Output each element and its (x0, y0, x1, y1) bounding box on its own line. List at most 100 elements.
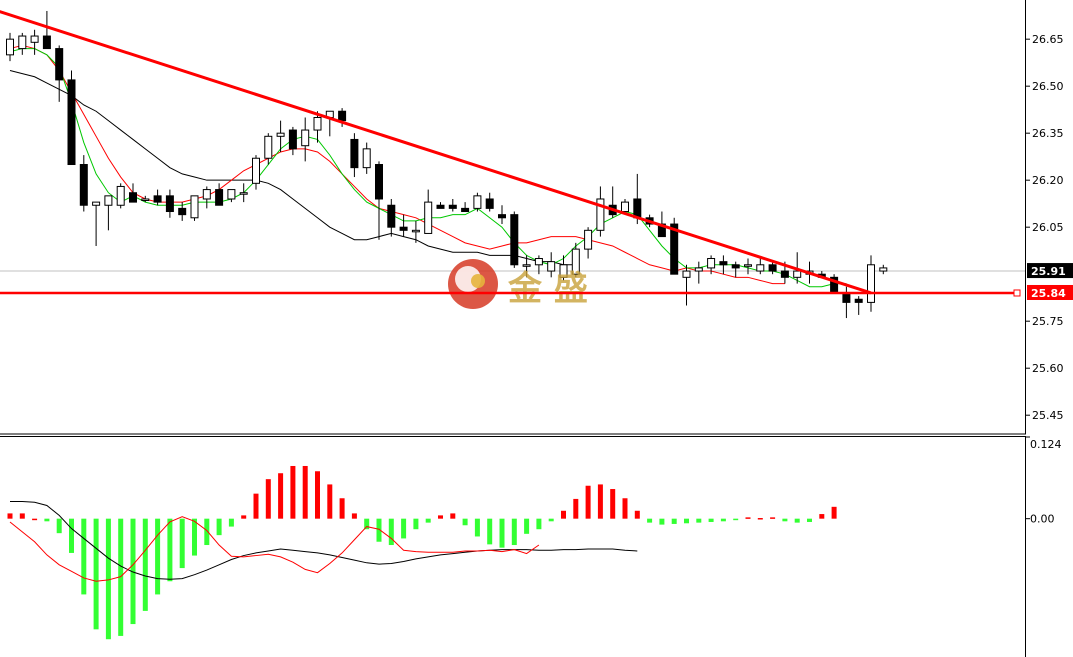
price-tick-label: 26.65 (1032, 33, 1064, 46)
macd-bar (425, 518, 431, 523)
candle-body (719, 261, 728, 266)
panel-separator (0, 433, 1026, 437)
macd-bar (228, 518, 234, 527)
support-line-handle (1013, 289, 1021, 297)
candle-body (473, 195, 482, 209)
watermark: 金 盛 (448, 259, 588, 309)
macd-bar (831, 506, 837, 519)
candle-body (375, 164, 383, 200)
macd-bar (794, 518, 800, 523)
candle-body (18, 35, 27, 50)
macd-bar (401, 518, 407, 539)
macd-bar (265, 479, 271, 519)
candle-body (252, 157, 260, 184)
candle-body (301, 129, 310, 147)
candle-body (571, 248, 580, 275)
candle-body (92, 201, 101, 206)
macd-bar (351, 513, 357, 519)
macd-bar (782, 518, 788, 522)
macd-bar (118, 518, 124, 636)
macd-bar (339, 498, 345, 519)
macd-tick-label: 0.00 (1030, 513, 1055, 526)
candle-body (584, 229, 593, 250)
candle-body (448, 204, 457, 209)
candle-body (116, 185, 125, 206)
candle-body (104, 195, 113, 206)
candle-body (547, 261, 556, 272)
candle-body (313, 117, 322, 131)
watermark-text: 金 盛 (507, 269, 588, 309)
macd-bar (278, 473, 284, 519)
candle-body (288, 129, 297, 150)
candle-body (264, 135, 273, 159)
candle-body (215, 189, 224, 206)
macd-bar (216, 518, 222, 536)
macd-bar (720, 518, 726, 522)
macd-bar (253, 493, 259, 519)
candle-body (399, 226, 408, 231)
candle-body (141, 198, 150, 201)
macd-bar (105, 518, 111, 640)
macd-bar (56, 518, 62, 534)
macd-bar (585, 485, 591, 519)
macd-bar (524, 518, 530, 534)
macd-bar (462, 518, 468, 526)
macd-bar (634, 510, 640, 519)
candle-body (522, 264, 531, 267)
candle-body (30, 35, 39, 43)
candle-body (129, 192, 137, 203)
macd-bar (770, 517, 776, 519)
candle-body (202, 189, 211, 200)
macd-bar (499, 518, 505, 548)
candle-body (621, 201, 629, 213)
candle-body (227, 189, 236, 200)
current-price-tag-bg (1027, 263, 1073, 279)
macd-bar (7, 513, 13, 519)
macd-bar (696, 518, 702, 523)
candle-body (55, 48, 64, 81)
macd-bar (241, 515, 247, 519)
macd-bar (155, 518, 161, 595)
price-tick-label: 26.35 (1032, 127, 1064, 140)
candle-body (411, 229, 420, 233)
macd-bar (44, 518, 50, 522)
price-tick-label: 26.20 (1032, 174, 1064, 187)
ma-slow-path (9, 70, 576, 266)
candle-body (79, 164, 88, 206)
macd-bar (671, 518, 677, 524)
price-tick-label: 26.50 (1032, 80, 1064, 93)
macd-bar (733, 518, 739, 521)
candle-body (707, 258, 716, 269)
macd-bar (290, 465, 296, 519)
candle-body (633, 198, 642, 219)
macd-bar (708, 518, 714, 522)
candle-body (153, 195, 162, 203)
macd-lines (9, 501, 638, 582)
ma-fast-line (9, 48, 847, 288)
macd-bar (757, 518, 763, 520)
price-tick-label: 25.60 (1032, 362, 1064, 375)
macd-bar (388, 518, 394, 546)
candle-body (670, 223, 679, 275)
macd-bar (684, 518, 689, 524)
current-price-tag: 25.91 (1031, 265, 1066, 278)
macd-bar (659, 518, 665, 525)
price-tick-label: 26.05 (1032, 221, 1064, 234)
macd-bar (364, 518, 370, 530)
candle-body (424, 201, 433, 234)
candle-body (276, 132, 285, 137)
macd-bar (32, 518, 38, 521)
candle-body (854, 298, 863, 303)
candle-body (731, 264, 740, 269)
candle-body (338, 110, 347, 122)
price-tick-label: 25.75 (1032, 315, 1064, 328)
macd-bar (69, 518, 74, 553)
macd-bar (93, 518, 99, 630)
candle-body (842, 292, 851, 303)
candle-body (879, 267, 888, 272)
macd-bar (438, 515, 443, 519)
macd-bar (19, 513, 25, 519)
candle-body (534, 258, 543, 266)
candle-body (67, 79, 76, 166)
